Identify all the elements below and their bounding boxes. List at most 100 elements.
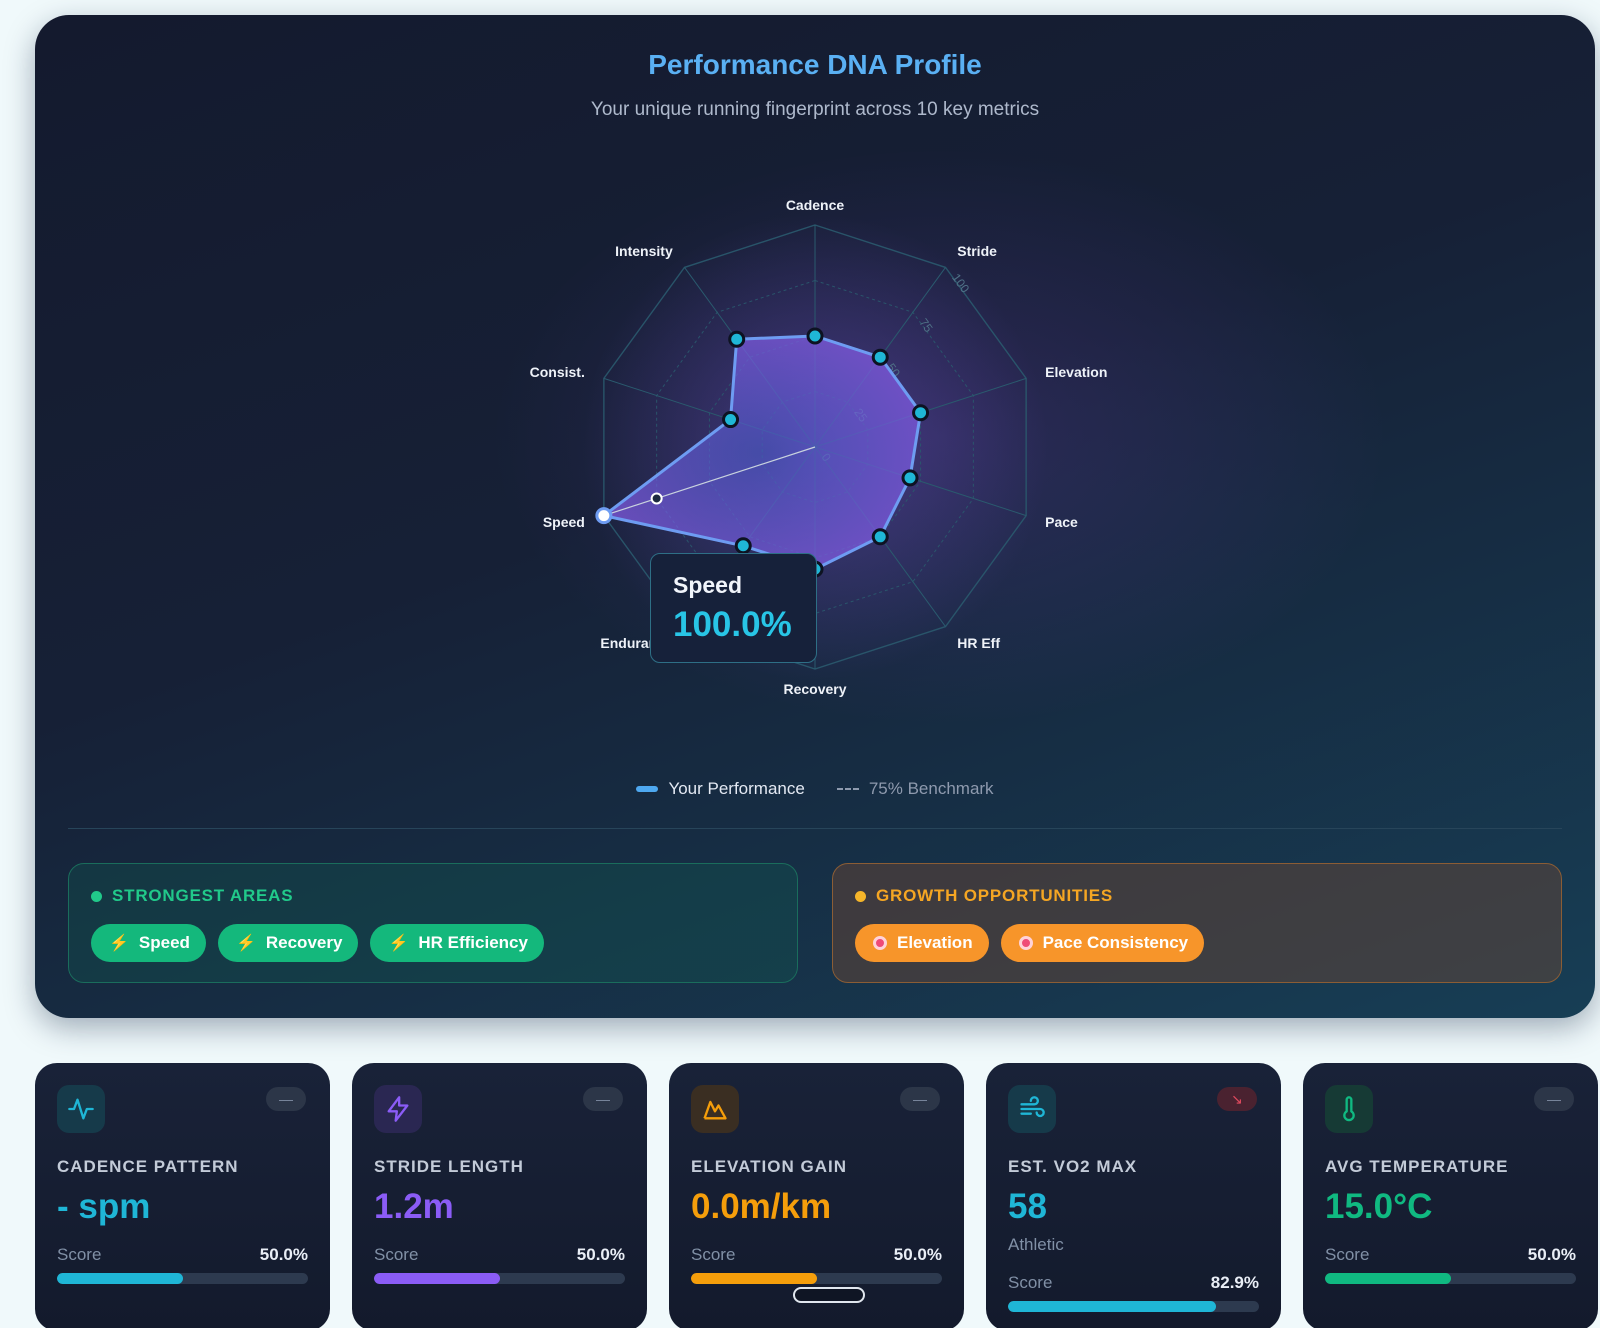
legend-label-performance: Your Performance xyxy=(668,779,805,798)
strongest-areas-box: STRONGEST AREAS ⚡ Speed ⚡ Recovery ⚡ HR Eff… xyxy=(68,863,798,983)
axis-label: Pace xyxy=(1045,514,1078,530)
axis-label: Elevation xyxy=(1045,364,1107,380)
trend-badge: — xyxy=(583,1087,623,1111)
data-point xyxy=(912,404,930,422)
performance-dna-panel: Performance DNA Profile Your unique runn… xyxy=(35,15,1595,1018)
score-bar-fill xyxy=(691,1273,817,1284)
benchmark-point xyxy=(650,492,663,505)
score-label: Score xyxy=(1325,1245,1370,1264)
pill-label: HR Efficiency xyxy=(418,933,528,952)
card-value: - spm xyxy=(57,1187,151,1226)
lightning-icon xyxy=(374,1085,422,1133)
horizontal-scrollbar[interactable] xyxy=(793,1287,865,1303)
card-value: 15.0°C xyxy=(1325,1187,1433,1226)
growth-opportunities-header: GROWTH OPPORTUNITIES xyxy=(855,886,1539,906)
mountain-icon xyxy=(691,1085,739,1133)
score-row: Score 50.0% xyxy=(57,1245,308,1265)
pill-recovery[interactable]: ⚡ Recovery xyxy=(217,924,359,962)
score-bar xyxy=(374,1273,625,1284)
score-bar xyxy=(1325,1273,1576,1284)
axis-label: HR Eff xyxy=(957,635,1000,651)
legend-swatch-benchmark xyxy=(836,788,859,790)
card-subtitle: Athletic xyxy=(1008,1235,1064,1254)
score-bar-fill xyxy=(57,1273,183,1284)
pill-speed[interactable]: ⚡ Speed xyxy=(91,924,206,962)
tooltip-label: Speed xyxy=(673,572,743,598)
card-value: 58 xyxy=(1008,1187,1047,1226)
axis-label: Intensity xyxy=(615,243,673,259)
score-value: 50.0% xyxy=(893,1245,942,1264)
data-point xyxy=(871,348,889,366)
radar-chart: 0255075100CadenceStrideElevationPaceHR E… xyxy=(530,197,1108,697)
bolt-icon: ⚡ xyxy=(235,935,256,952)
data-point xyxy=(728,330,746,348)
data-point-active xyxy=(595,507,613,525)
axis-label: Consist. xyxy=(530,364,585,380)
score-row: Score 82.9% xyxy=(1008,1273,1259,1293)
legend-swatch-performance xyxy=(636,786,659,792)
trend-badge: — xyxy=(266,1087,306,1111)
axis-label: Recovery xyxy=(783,681,846,697)
growth-opportunities-title: GROWTH OPPORTUNITIES xyxy=(876,886,1113,905)
chart-subtitle: Your unique running fingerprint across 1… xyxy=(590,99,1040,120)
score-label: Score xyxy=(1008,1273,1053,1292)
card-label: AVG TEMPERATURE xyxy=(1325,1157,1509,1176)
hover-guide-line xyxy=(603,446,816,517)
score-row: Score 50.0% xyxy=(1325,1245,1576,1265)
score-bar xyxy=(691,1273,942,1284)
trend-badge: — xyxy=(900,1087,940,1111)
growth-pills: Elevation Pace Consistency xyxy=(855,924,1539,962)
thermometer-icon xyxy=(1325,1085,1373,1133)
score-bar xyxy=(1008,1301,1259,1312)
card-label: STRIDE LENGTH xyxy=(374,1157,524,1176)
axis-label: Cadence xyxy=(786,197,845,213)
card-stride-length[interactable]: — STRIDE LENGTH 1.2m Score 50.0% xyxy=(352,1063,647,1328)
trend-badge: — xyxy=(1534,1087,1574,1111)
score-label: Score xyxy=(57,1245,102,1264)
score-label: Score xyxy=(374,1245,419,1264)
data-point xyxy=(806,327,824,345)
section-divider xyxy=(68,828,1562,829)
score-value: 82.9% xyxy=(1210,1273,1259,1292)
strongest-pills: ⚡ Speed ⚡ Recovery ⚡ HR Efficiency xyxy=(91,924,775,962)
pill-elevation[interactable]: Elevation xyxy=(855,924,989,962)
activity-icon xyxy=(57,1085,105,1133)
strongest-areas-title: STRONGEST AREAS xyxy=(112,886,294,905)
score-label: Score xyxy=(691,1245,736,1264)
strongest-areas-header: STRONGEST AREAS xyxy=(91,886,775,906)
data-point xyxy=(722,411,740,429)
status-dot-icon xyxy=(855,890,866,902)
card-elevation-gain[interactable]: — ELEVATION GAIN 0.0m/km Score 50.0% xyxy=(669,1063,964,1328)
pill-label: Elevation xyxy=(897,933,973,952)
chart-title: Performance DNA Profile xyxy=(648,49,982,80)
card-label: CADENCE PATTERN xyxy=(57,1157,239,1176)
chart-legend: Your Performance 75% Benchmark xyxy=(35,779,1595,799)
wind-icon xyxy=(1008,1085,1056,1133)
data-point xyxy=(734,537,752,555)
axis-label: Speed xyxy=(543,514,585,530)
card-est-vo2-max[interactable]: ↘ EST. VO2 MAX 58 Athletic Score 82.9% xyxy=(986,1063,1281,1328)
chart-tooltip: Speed 100.0% xyxy=(650,553,817,663)
pill-label: Pace Consistency xyxy=(1042,933,1189,952)
bolt-icon: ⚡ xyxy=(109,935,129,952)
pill-pace-consistency[interactable]: Pace Consistency xyxy=(1000,924,1205,962)
legend-item-performance[interactable]: Your Performance xyxy=(636,779,805,799)
legend-item-benchmark[interactable]: 75% Benchmark xyxy=(836,779,994,799)
data-point xyxy=(871,528,889,546)
score-value: 50.0% xyxy=(1527,1245,1576,1264)
score-value: 50.0% xyxy=(259,1245,308,1264)
score-value: 50.0% xyxy=(576,1245,625,1264)
growth-opportunities-box: GROWTH OPPORTUNITIES Elevation Pace Cons… xyxy=(832,863,1562,983)
score-bar-fill xyxy=(374,1273,500,1284)
status-dot-icon xyxy=(91,890,102,902)
score-row: Score 50.0% xyxy=(691,1245,942,1265)
card-cadence-pattern[interactable]: — CADENCE PATTERN - spm Score 50.0% xyxy=(35,1063,330,1328)
score-bar-fill xyxy=(1325,1273,1451,1284)
target-icon xyxy=(1018,936,1033,950)
score-bar-fill xyxy=(1008,1301,1217,1312)
tooltip-value: 100.0% xyxy=(673,605,792,644)
legend-label-benchmark: 75% Benchmark xyxy=(868,779,994,798)
card-avg-temperature[interactable]: — AVG TEMPERATURE 15.0°C Score 50.0% xyxy=(1303,1063,1598,1328)
data-point xyxy=(901,469,919,487)
pill-hr-efficiency[interactable]: ⚡ HR Efficiency xyxy=(370,924,544,962)
